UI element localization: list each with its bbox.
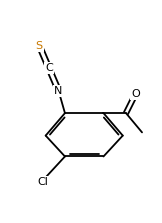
Text: S: S <box>36 41 43 51</box>
Text: N: N <box>54 86 63 96</box>
Text: Cl: Cl <box>37 177 48 187</box>
Text: C: C <box>45 63 53 73</box>
Text: O: O <box>131 89 140 99</box>
